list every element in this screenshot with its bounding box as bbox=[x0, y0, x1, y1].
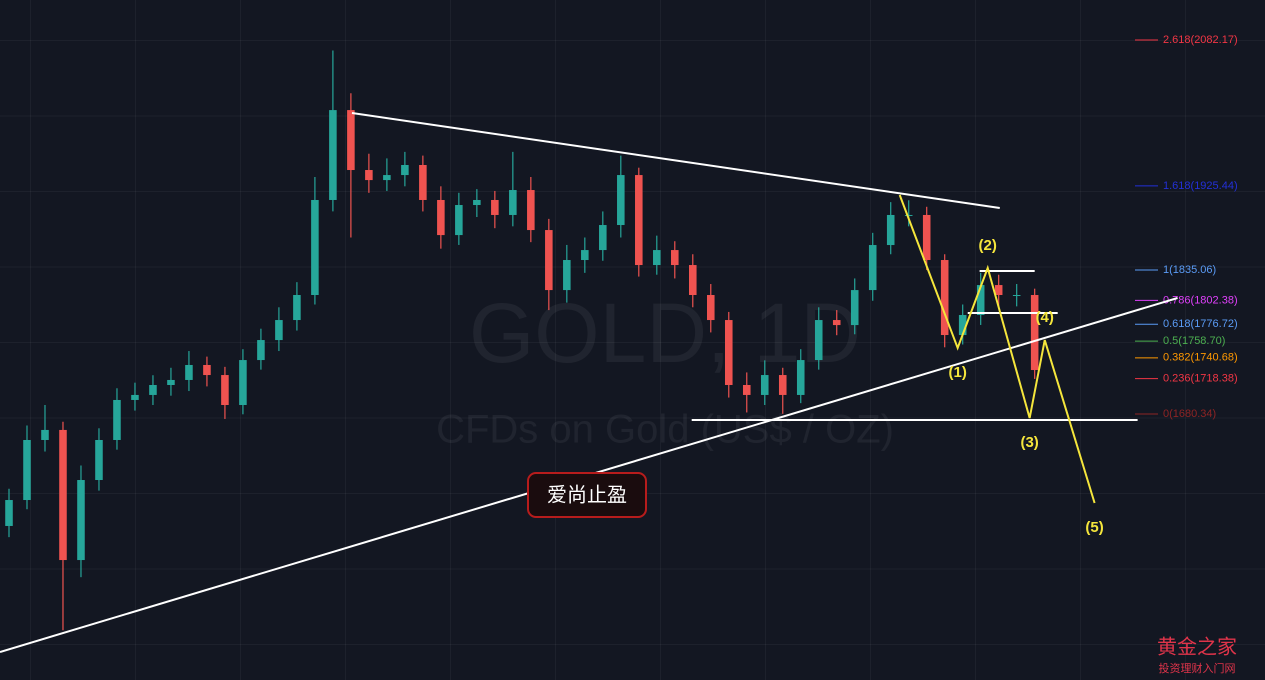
candle-body bbox=[419, 164, 427, 200]
candle-body bbox=[1012, 295, 1021, 297]
candle-body bbox=[401, 164, 409, 176]
candle-body bbox=[635, 175, 643, 266]
wave-label: (1) bbox=[948, 364, 966, 381]
candle-body bbox=[149, 384, 157, 395]
candle-body bbox=[545, 230, 553, 291]
candle-body bbox=[95, 439, 103, 481]
fib-level-label: 1.618(1925.44) bbox=[1163, 180, 1238, 192]
candle-body bbox=[706, 295, 715, 321]
candle-body bbox=[653, 250, 661, 266]
candle-body bbox=[221, 375, 229, 406]
logo-subtitle: 投资理财入门网 bbox=[1159, 661, 1236, 675]
candle-body bbox=[293, 295, 301, 321]
candle-body bbox=[886, 214, 895, 246]
fib-level-label: 0.5(1758.70) bbox=[1163, 335, 1225, 347]
candle-body bbox=[850, 290, 859, 326]
fib-level-label: 0.786(1802.38) bbox=[1163, 294, 1238, 306]
candle-body bbox=[509, 190, 517, 215]
candle-body bbox=[563, 260, 571, 291]
wave-label: (2) bbox=[979, 237, 997, 254]
candle-body bbox=[455, 205, 463, 236]
candle-body bbox=[491, 199, 499, 215]
candle-body bbox=[257, 340, 265, 361]
candle-body bbox=[23, 439, 31, 501]
candle-body bbox=[383, 175, 391, 181]
wave-line bbox=[898, 194, 1096, 504]
badge-box bbox=[527, 472, 647, 518]
candle-body bbox=[131, 394, 139, 400]
candle-body bbox=[689, 265, 697, 296]
candle-body bbox=[185, 364, 193, 380]
candle-body bbox=[922, 214, 931, 261]
candle-body bbox=[742, 384, 751, 395]
candle-body bbox=[347, 110, 355, 171]
watermark-subtitle: CFDs on Gold (US$ / OZ) bbox=[436, 408, 894, 452]
candle-body bbox=[724, 320, 733, 385]
candle-body bbox=[581, 250, 589, 261]
fib-level-label: 1(1835.06) bbox=[1163, 264, 1216, 276]
candle-body bbox=[77, 480, 85, 561]
candles bbox=[5, 50, 1039, 631]
candle-body bbox=[599, 225, 607, 251]
candle-body bbox=[329, 110, 337, 200]
candle-body bbox=[778, 375, 787, 395]
fib-level-label: 0.618(1776.72) bbox=[1163, 318, 1238, 330]
candle-body bbox=[617, 175, 625, 226]
logo-title: 黄金之家 bbox=[1157, 635, 1237, 658]
candle-body bbox=[796, 360, 805, 395]
candle-body bbox=[958, 315, 967, 336]
candle-body bbox=[311, 199, 319, 296]
candle-body bbox=[527, 190, 535, 231]
candle-body bbox=[365, 170, 373, 181]
candle-body bbox=[275, 320, 283, 341]
candle-body bbox=[437, 199, 445, 236]
candle-body bbox=[760, 375, 769, 395]
candle-body bbox=[814, 320, 823, 361]
candle-body bbox=[976, 285, 985, 316]
wave-label: (5) bbox=[1085, 519, 1103, 536]
wave-label: (4) bbox=[1036, 309, 1054, 326]
fib-level-label: 0.382(1740.68) bbox=[1163, 352, 1238, 364]
candle-body bbox=[5, 500, 13, 526]
candle-body bbox=[994, 285, 1003, 296]
wave-label: (3) bbox=[1020, 434, 1038, 451]
trend-line bbox=[351, 111, 1000, 209]
candle-body bbox=[239, 360, 247, 406]
badge-text: 爱尚止盈 bbox=[547, 483, 627, 506]
candle-body bbox=[904, 214, 913, 216]
candle-body bbox=[868, 245, 877, 291]
fib-level-label: 0.236(1718.38) bbox=[1163, 372, 1238, 384]
candle-body bbox=[940, 260, 949, 336]
watermark-title: GOLD, 1D bbox=[469, 286, 861, 380]
candle-body bbox=[113, 399, 121, 440]
candle-body bbox=[671, 250, 679, 266]
candle-body bbox=[473, 199, 481, 206]
candle-body bbox=[203, 364, 211, 376]
candle-body bbox=[41, 429, 49, 440]
fib-level-label: 0(1680.34) bbox=[1163, 408, 1216, 420]
fib-level-label: 2.618(2082.17) bbox=[1163, 34, 1238, 46]
candle-body bbox=[167, 379, 175, 385]
candle-body bbox=[59, 429, 67, 561]
candle-body bbox=[1030, 295, 1039, 371]
candle-body bbox=[832, 320, 841, 326]
